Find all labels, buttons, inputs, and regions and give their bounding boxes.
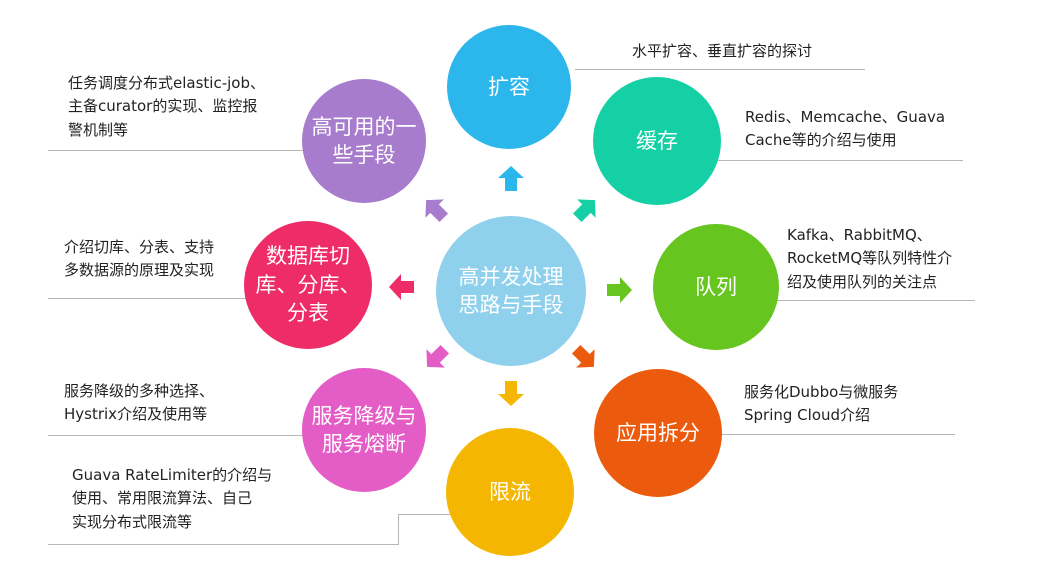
desc-xianliu: Guava RateLimiter的介绍与 使用、常用限流算法、自己 实现分布式…	[72, 466, 273, 531]
line-huancun	[675, 160, 963, 161]
node-gaokeyong-label: 高可用的一 些手段	[311, 114, 417, 167]
line-xianliu-h	[398, 514, 460, 515]
arrow-kuorong	[498, 166, 524, 191]
desc-gaokeyong: 任务调度分布式elastic-job、 主备curator的实现、监控报 警机制…	[68, 74, 265, 139]
arrow-jiangji	[426, 344, 450, 368]
node-jiangji-label: 服务降级与 服务熔断	[311, 403, 417, 456]
desc-duilie: Kafka、RabbitMQ、 RocketMQ等队列特性介 绍及使用队列的关注…	[787, 226, 953, 291]
arrow-huancun	[572, 199, 596, 223]
arrow-yingyong	[571, 344, 595, 368]
node-huancun-label: 缓存	[636, 128, 678, 153]
line-shujuku	[48, 298, 260, 299]
center-circle: 高并发处理 思路与手段	[436, 216, 586, 366]
desc-shujuku: 介绍切库、分表、支持 多数据源的原理及实现	[64, 238, 215, 280]
node-kuorong-label: 扩容	[488, 74, 530, 99]
node-jiangji: 服务降级与 服务熔断	[302, 368, 426, 492]
desc-jiangji: 服务降级的多种选择、 Hystrix介绍及使用等	[64, 382, 215, 424]
node-yingyong: 应用拆分	[594, 369, 722, 497]
line-kuorong	[575, 69, 865, 70]
node-xianliu: 限流	[446, 428, 574, 556]
line-jiangji	[48, 435, 311, 436]
desc-yingyong: 服务化Dubbo与微服务 Spring Cloud介绍	[744, 383, 899, 425]
node-shujuku: 数据库切 库、分库、 分表	[244, 221, 372, 349]
node-shujuku-label: 数据库切 库、分库、 分表	[255, 244, 361, 326]
node-xianliu-label: 限流	[489, 479, 531, 504]
line-gaokeyong	[48, 150, 308, 151]
node-duilie: 队列	[653, 224, 779, 350]
node-huancun: 缓存	[593, 77, 721, 205]
line-duilie	[740, 300, 975, 301]
desc-kuorong: 水平扩容、垂直扩容的探讨	[632, 42, 813, 60]
node-gaokeyong: 高可用的一 些手段	[302, 79, 426, 203]
node-kuorong: 扩容	[447, 25, 571, 149]
line-xianliu-h2	[48, 544, 399, 545]
arrow-shujuku	[389, 274, 414, 300]
arrow-duilie	[607, 277, 632, 303]
line-yingyong	[700, 434, 955, 435]
node-yingyong-label: 应用拆分	[616, 420, 700, 445]
line-xianliu-v	[398, 514, 399, 544]
desc-huancun: Redis、Memcache、Guava Cache等的介绍与使用	[745, 108, 946, 150]
arrow-xianliu	[498, 381, 524, 406]
node-duilie-label: 队列	[695, 274, 737, 299]
arrow-gaokeyong	[425, 199, 449, 223]
center-label: 高并发处理 思路与手段	[458, 264, 564, 317]
